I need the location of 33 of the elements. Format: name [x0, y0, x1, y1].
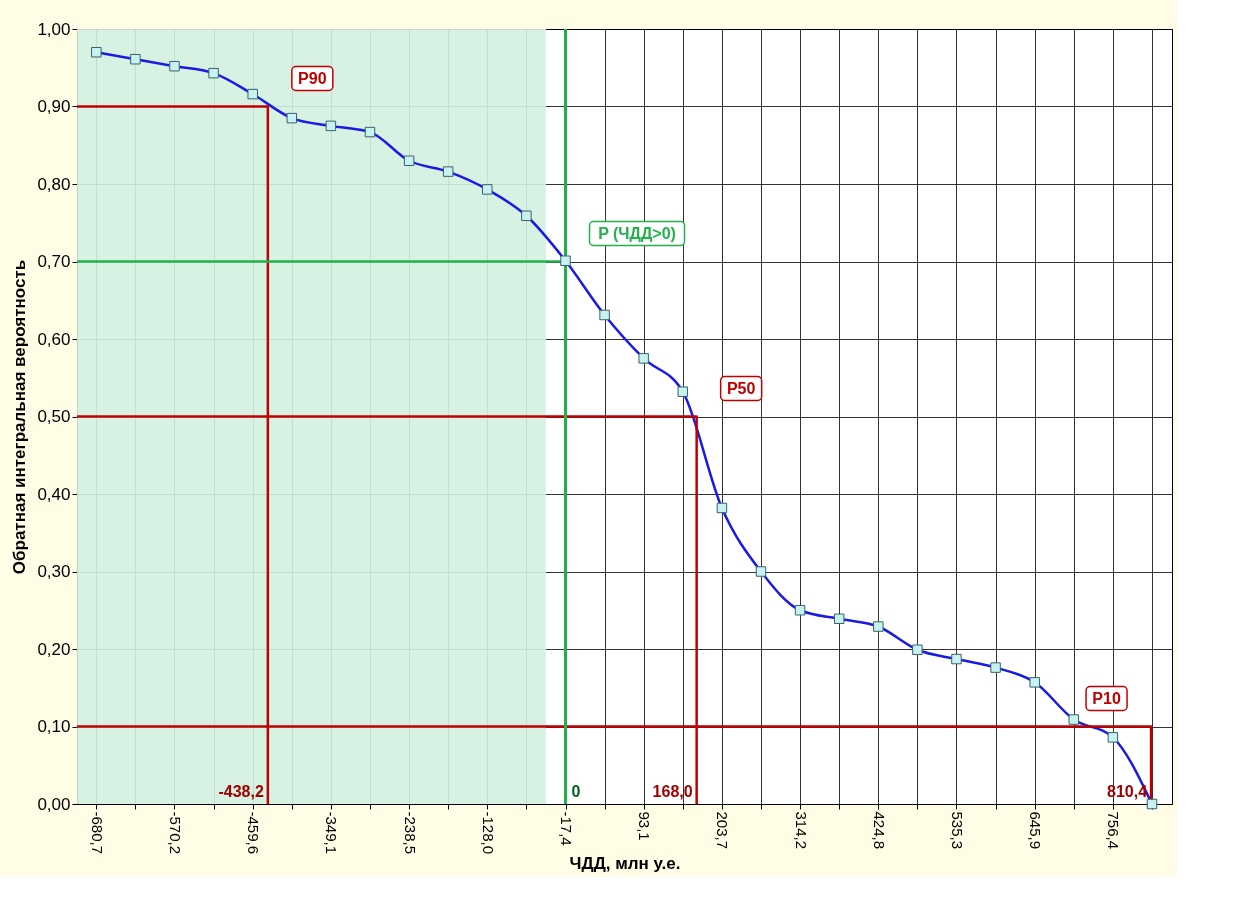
annotation: P10 — [1092, 689, 1121, 707]
y-tick-label: 0,40 — [37, 484, 71, 504]
x-tick-label: -570,2 — [166, 811, 184, 855]
y-tick-label: 0,70 — [37, 252, 71, 271]
y-tick-label: 0,90 — [37, 97, 71, 116]
y-tick-label: 0,80 — [37, 174, 71, 194]
x-tick-label: 535,3 — [948, 811, 966, 850]
y-tick-label: 0,60 — [37, 329, 71, 349]
annotation: 0 — [571, 783, 581, 800]
x-tick-label: -238,5 — [401, 811, 419, 855]
y-tick-label: 0,30 — [37, 562, 71, 581]
x-tick-label: 93,1 — [636, 811, 654, 841]
y-tick-label: 0,00 — [37, 794, 71, 814]
x-tick-label: -17,4 — [558, 811, 576, 846]
x-tick-label: 203,7 — [714, 811, 732, 850]
annotation: P (ЧДД>0) — [598, 224, 676, 242]
annotation: P50 — [726, 379, 756, 397]
y-tick-label: 1,00 — [37, 19, 71, 39]
y-tick-label: 0,20 — [37, 639, 71, 659]
x-tick-label: -459,6 — [245, 811, 263, 855]
annotation: P90 — [298, 69, 327, 87]
x-tick-label: -680,7 — [88, 811, 106, 855]
x-tick-label: 756,4 — [1105, 811, 1123, 850]
x-tick-label: 424,8 — [870, 811, 888, 850]
x-tick-label: -128,0 — [479, 811, 497, 855]
y-axis-title: Обратная интегральная вероятность — [10, 259, 30, 575]
x-axis-title: ЧДД, млн у.е. — [569, 854, 681, 874]
y-tick-label: 0,50 — [37, 407, 71, 426]
annotation: -438,2 — [218, 783, 264, 800]
y-tick-label: 0,10 — [37, 717, 71, 736]
x-tick-label: 645,9 — [1027, 811, 1045, 850]
x-tick-label: -349,1 — [323, 811, 341, 855]
x-tick-label: 314,2 — [792, 811, 810, 850]
